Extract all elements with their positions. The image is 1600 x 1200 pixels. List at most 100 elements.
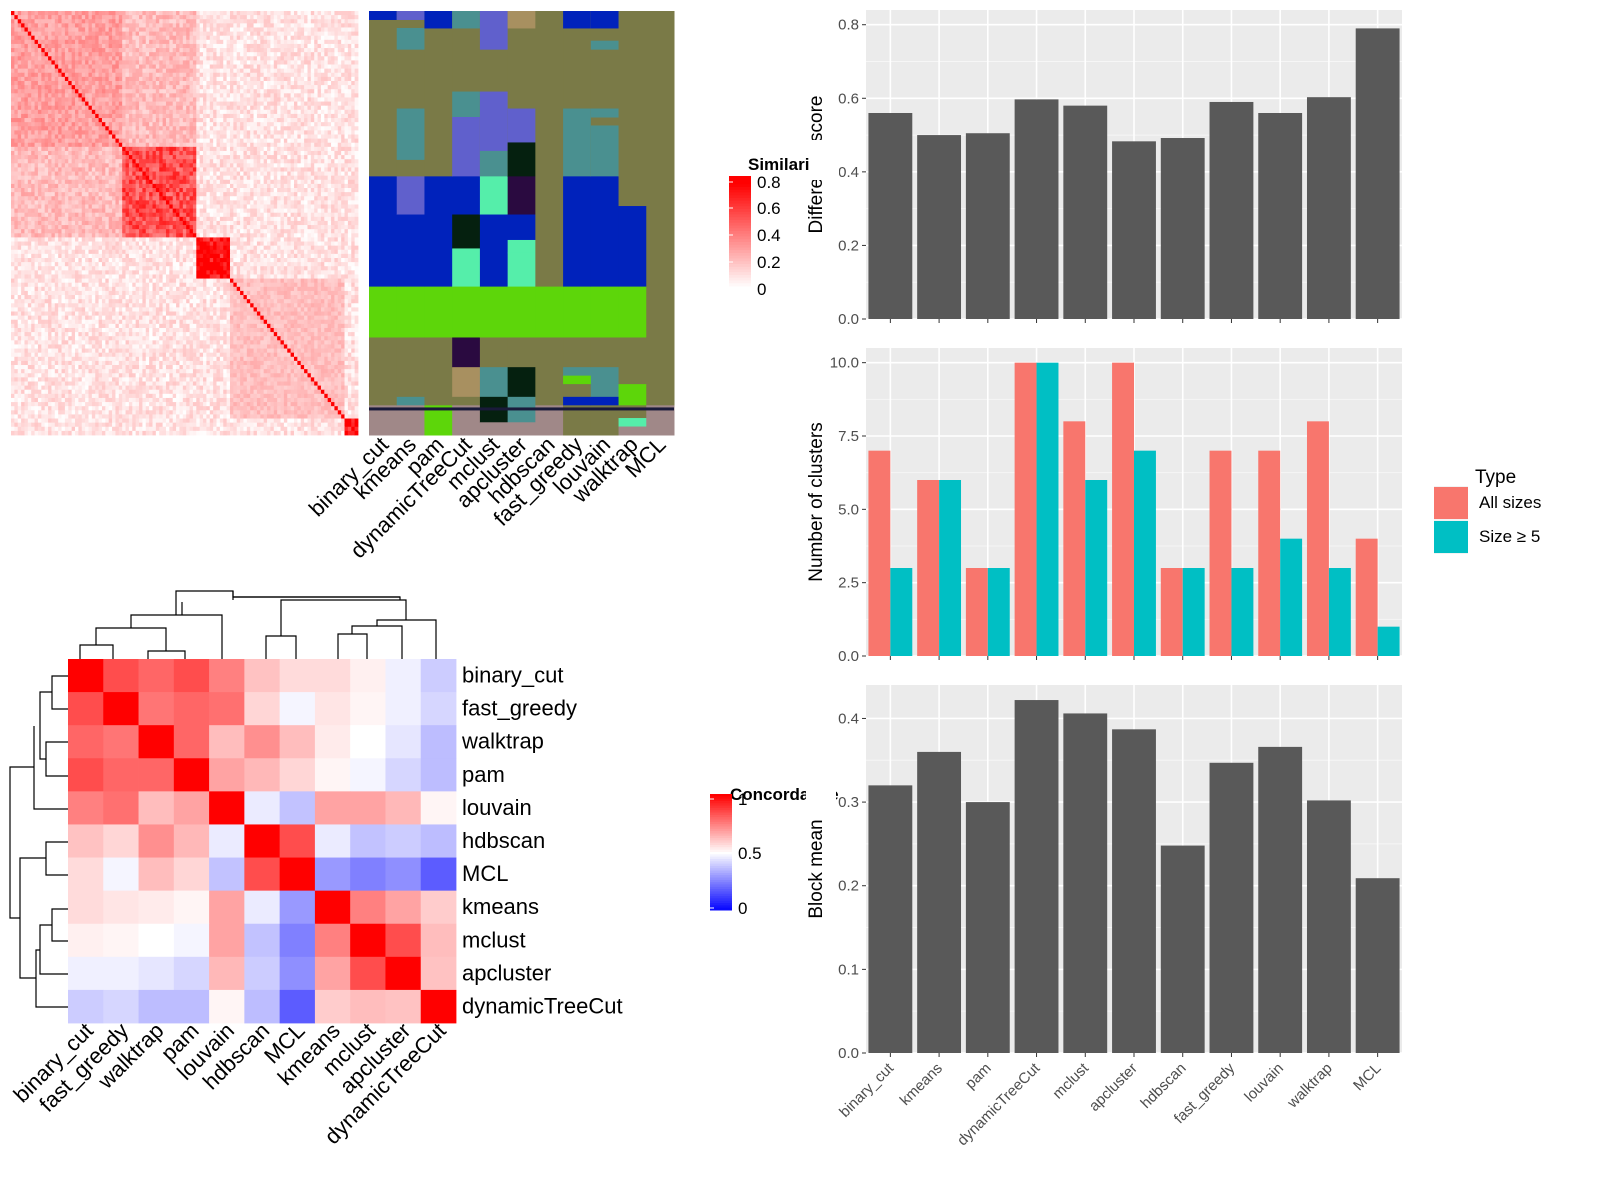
similarity-cell bbox=[186, 118, 190, 123]
similarity-cell bbox=[165, 200, 170, 205]
similarity-cell bbox=[240, 101, 244, 107]
similarity-cell bbox=[196, 48, 201, 53]
similarity-cell bbox=[267, 101, 271, 107]
similarity-cell bbox=[334, 93, 339, 98]
similarity-cell bbox=[287, 31, 292, 37]
similarity-cell bbox=[115, 155, 120, 160]
similarity-cell bbox=[307, 204, 312, 209]
similarity-cell bbox=[169, 179, 174, 185]
similarity-cell bbox=[149, 43, 153, 49]
similarity-cell bbox=[162, 171, 167, 177]
similarity-cell bbox=[334, 192, 339, 197]
similarity-cell bbox=[41, 64, 46, 70]
similarity-cell bbox=[196, 204, 201, 209]
similarity-cell bbox=[17, 204, 22, 209]
similarity-cell bbox=[341, 142, 345, 148]
similarity-cell bbox=[192, 196, 197, 201]
similarity-cell bbox=[54, 134, 59, 140]
similarity-cell bbox=[91, 122, 96, 127]
similarity-cell bbox=[37, 200, 42, 205]
similarity-cell bbox=[48, 109, 52, 115]
similarity-cell bbox=[270, 60, 275, 65]
similarity-cell bbox=[139, 146, 143, 152]
similarity-cell bbox=[31, 200, 35, 205]
similarity-cell bbox=[290, 11, 295, 16]
similarity-cell bbox=[196, 97, 201, 102]
similarity-cell bbox=[324, 204, 329, 209]
similarity-cell bbox=[159, 118, 163, 123]
similarity-cell bbox=[320, 130, 325, 135]
similarity-cell bbox=[277, 11, 281, 16]
similarity-cell bbox=[351, 113, 356, 119]
similarity-cell bbox=[169, 150, 174, 156]
similarity-cell bbox=[246, 27, 251, 32]
similarity-cell bbox=[169, 183, 174, 189]
similarity-cell bbox=[341, 171, 345, 177]
similarity-cell bbox=[270, 56, 275, 61]
similarity-cell bbox=[341, 105, 345, 111]
similarity-cell bbox=[44, 101, 49, 107]
similarity-cell bbox=[58, 155, 62, 160]
similarity-cell bbox=[196, 56, 201, 61]
similarity-cell bbox=[283, 101, 288, 107]
similarity-cell bbox=[85, 15, 89, 20]
similarity-cell bbox=[219, 109, 224, 115]
similarity-cell bbox=[324, 113, 329, 119]
similarity-cell bbox=[331, 43, 335, 49]
similarity-cell bbox=[304, 97, 308, 102]
similarity-cell bbox=[48, 146, 52, 152]
similarity-cell bbox=[14, 23, 19, 28]
similarity-cell bbox=[327, 105, 332, 111]
similarity-cell bbox=[78, 52, 83, 57]
similarity-cell bbox=[213, 146, 217, 152]
similarity-cell bbox=[27, 60, 32, 65]
similarity-cell bbox=[223, 76, 228, 82]
similarity-cell bbox=[169, 196, 174, 201]
similarity-cell bbox=[149, 126, 153, 131]
similarity-cell bbox=[142, 101, 147, 107]
similarity-cell bbox=[331, 19, 335, 24]
similarity-cell bbox=[260, 105, 265, 111]
similarity-cell bbox=[344, 72, 349, 78]
similarity-cell bbox=[199, 35, 204, 41]
similarity-cell bbox=[88, 175, 93, 181]
similarity-cell bbox=[68, 179, 73, 185]
similarity-cell bbox=[344, 23, 349, 28]
similarity-cell bbox=[341, 97, 345, 102]
similarity-cell bbox=[91, 126, 96, 131]
similarity-cell bbox=[229, 150, 234, 156]
similarity-cell bbox=[98, 150, 103, 156]
similarity-cell bbox=[270, 80, 275, 86]
similarity-cell bbox=[14, 93, 19, 98]
similarity-cell bbox=[95, 208, 99, 214]
similarity-cell bbox=[11, 89, 15, 94]
similarity-cell bbox=[341, 72, 345, 78]
similarity-cell bbox=[206, 167, 211, 172]
similarity-cell bbox=[61, 80, 66, 86]
similarity-cell bbox=[105, 80, 110, 86]
similarity-cell bbox=[331, 179, 335, 185]
similarity-cell bbox=[125, 167, 130, 172]
similarity-cell bbox=[199, 80, 204, 86]
similarity-cell bbox=[236, 27, 241, 32]
similarity-cell bbox=[277, 155, 281, 160]
similarity-cell bbox=[48, 11, 52, 16]
similarity-cell bbox=[118, 35, 123, 41]
similarity-cell bbox=[226, 109, 231, 115]
similarity-cell bbox=[260, 142, 265, 148]
similarity-cell bbox=[91, 118, 96, 123]
similarity-cell bbox=[27, 163, 32, 168]
similarity-cell bbox=[293, 126, 298, 131]
similarity-cell bbox=[122, 76, 126, 82]
similarity-cell bbox=[165, 196, 170, 201]
similarity-cell bbox=[331, 159, 335, 164]
similarity-cell bbox=[219, 163, 224, 168]
similarity-cell bbox=[78, 60, 83, 65]
similarity-cell bbox=[48, 35, 52, 41]
similarity-cell bbox=[317, 80, 322, 86]
similarity-cell bbox=[24, 35, 29, 41]
similarity-cell bbox=[260, 60, 265, 65]
similarity-cell bbox=[246, 130, 251, 135]
similarity-cell bbox=[68, 27, 73, 32]
similarity-cell bbox=[223, 35, 228, 41]
